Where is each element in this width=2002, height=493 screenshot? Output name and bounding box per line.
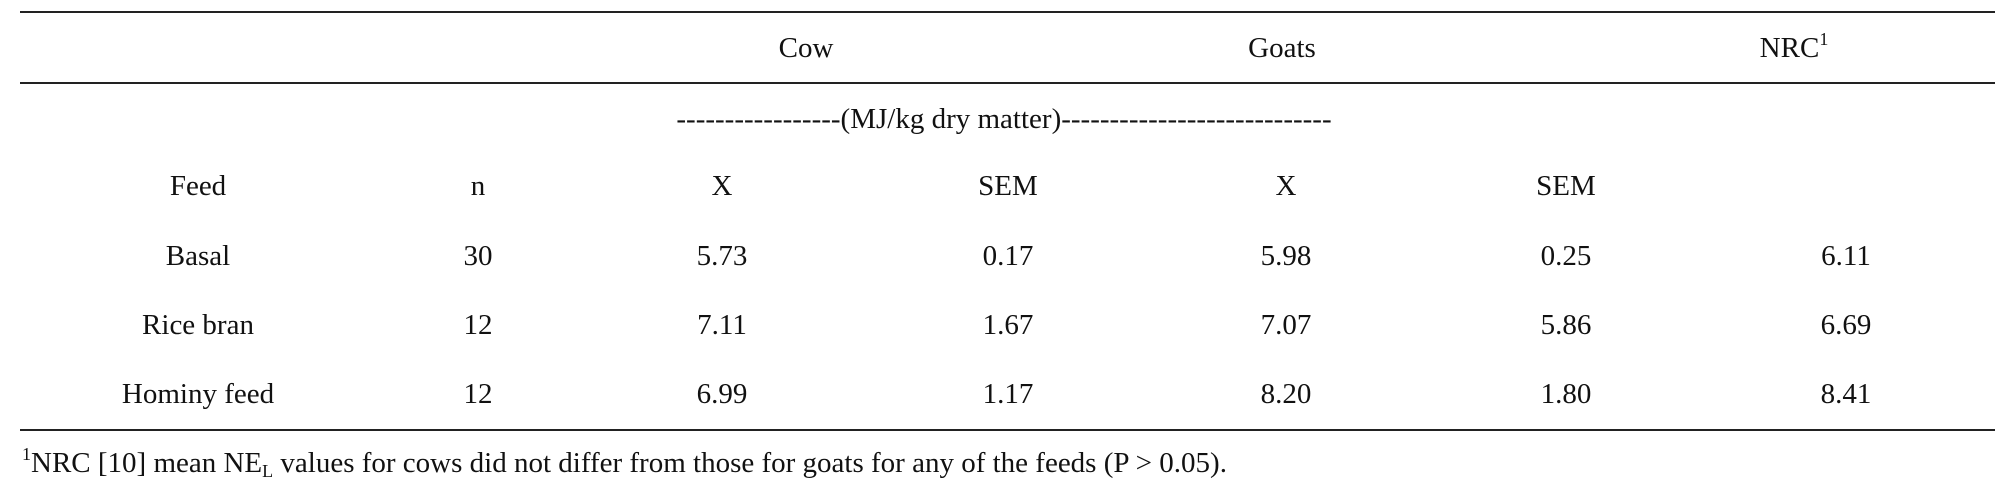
cell-feed: Hominy feed bbox=[121, 378, 275, 410]
table-header-rule bbox=[20, 82, 1995, 84]
column-header-goats-sem: SEM bbox=[1536, 170, 1596, 202]
nrc-footnote-marker: 1 bbox=[1819, 29, 1829, 49]
group-header-goats: Goats bbox=[1248, 32, 1316, 64]
column-header-feed: Feed bbox=[169, 170, 227, 202]
footnote-text-end: values for cows did not differ from thos… bbox=[273, 447, 1227, 479]
footnote-marker: 1 bbox=[22, 444, 31, 464]
cell-nrc: 8.41 bbox=[1820, 378, 1872, 410]
footnote: 1NRC [10] mean NEL values for cows did n… bbox=[22, 445, 1227, 481]
cell-n: 12 bbox=[463, 309, 493, 341]
footnote-subscript: L bbox=[262, 461, 274, 481]
cell-goats-sem: 1.80 bbox=[1540, 378, 1592, 410]
cell-cow-sem: 1.17 bbox=[982, 378, 1034, 410]
column-header-cow-x: X bbox=[711, 170, 733, 202]
cell-cow-x: 5.73 bbox=[696, 240, 748, 272]
group-header-nrc-label: NRC bbox=[1759, 32, 1820, 64]
cell-cow-x: 7.11 bbox=[697, 309, 747, 341]
table-bottom-rule bbox=[20, 429, 1995, 431]
cell-goats-sem: 5.86 bbox=[1540, 309, 1592, 341]
cell-cow-x: 6.99 bbox=[696, 378, 748, 410]
cell-nrc: 6.11 bbox=[1821, 240, 1871, 272]
cell-goats-x: 8.20 bbox=[1260, 378, 1312, 410]
cell-goats-x: 5.98 bbox=[1260, 240, 1312, 272]
cell-goats-x: 7.07 bbox=[1260, 309, 1312, 341]
column-header-goats-x: X bbox=[1275, 170, 1297, 202]
group-header-nrc: NRC1 bbox=[1760, 30, 1829, 66]
cell-cow-sem: 1.67 bbox=[982, 309, 1034, 341]
cell-feed: Basal bbox=[165, 240, 231, 272]
cell-feed: Rice bran bbox=[142, 309, 254, 341]
table-top-rule bbox=[20, 11, 1995, 13]
cell-goats-sem: 0.25 bbox=[1540, 240, 1592, 272]
group-header-cow: Cow bbox=[778, 32, 834, 64]
cell-n: 12 bbox=[463, 378, 493, 410]
column-header-n: n bbox=[470, 170, 486, 202]
cell-nrc: 6.69 bbox=[1820, 309, 1872, 341]
cell-n: 30 bbox=[463, 240, 493, 272]
units-row: -----------------(MJ/kg dry matter)-----… bbox=[676, 103, 1332, 135]
column-header-cow-sem: SEM bbox=[978, 170, 1038, 202]
footnote-text-start: NRC [10] mean NE bbox=[31, 447, 263, 479]
cell-cow-sem: 0.17 bbox=[982, 240, 1034, 272]
